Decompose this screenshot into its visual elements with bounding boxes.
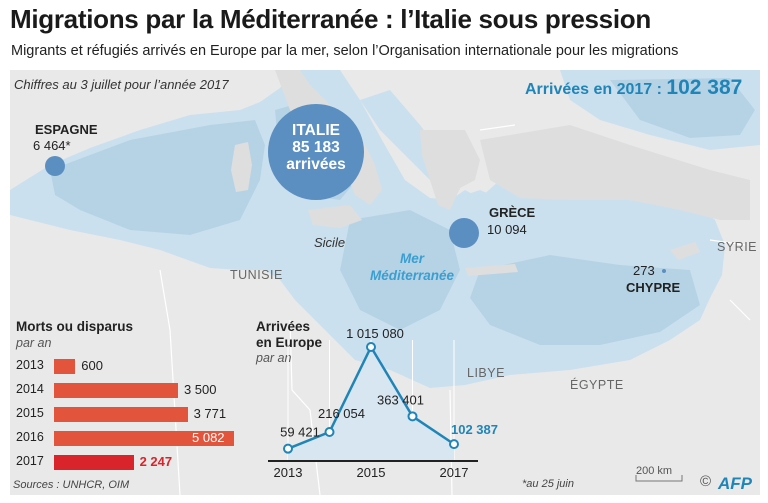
tunisia-label: TUNISIE [230,268,283,282]
cyprus-value: 273 [633,263,655,278]
arrivals-area [288,347,454,461]
italy-bubble [268,104,364,200]
arrivals-value-label: 102 387 [451,422,498,437]
date-note: Chiffres au 3 juillet pour l’année 2017 [14,77,229,92]
sea-label: Mer Méditerranée [369,251,455,283]
arrivals-point [449,439,459,450]
deaths-chart-subtitle: par an [16,336,52,350]
arrivals-point [407,411,418,422]
greece-land [420,130,480,210]
sources: Sources : UNHCR, OIM [13,479,130,491]
cyprus-land [670,242,700,260]
deaths-value-label: 3 771 [193,406,227,421]
greece-value: 10 094 [487,222,527,237]
deaths-value-label: 5 082 [192,430,225,445]
page-title: Migrations par la Méditerranée : l’Itali… [10,4,651,34]
deep-basin-levantine [470,255,700,345]
sicily-label: Sicile [314,235,346,250]
libya-label: LIBYE [467,366,505,380]
turkey-land [480,125,750,220]
arrivals-value-label: 216 054 [318,406,365,421]
cyprus-name: CHYPRE [626,280,681,295]
scale-bar [635,475,683,482]
spain-value: 6 464* [33,138,71,153]
italy-unit: arrivées [286,156,346,173]
arrivals-chart-subtitle: par an [256,351,292,365]
deep-basin-west [50,120,265,235]
arrivals-value-label: 1 015 080 [346,326,404,341]
spain-name: ESPAGNE [35,122,98,137]
page-subtitle: Migrants et réfugiés arrivés en Europe p… [11,43,679,59]
arrivals-point [283,443,293,454]
arrivals-value-label: 363 401 [377,392,424,407]
copyright-symbol: © [700,473,712,490]
deaths-bar [54,455,134,470]
deaths-bar [54,359,76,374]
deaths-bar [54,431,234,446]
sicily-land [308,205,362,228]
sardinia [231,142,252,192]
egypt-label: ÉGYPTE [570,378,624,392]
spain-bubble [45,156,65,176]
greece-name: GRÈCE [489,205,536,220]
arrivals-tick-label: 2013 [274,465,303,480]
arrivals-line-chart: 59 421 216 054 1 015 080 363 401 102 387 2013… [268,326,498,480]
italy-name: ITALIE [292,122,340,139]
deaths-chart-title: Morts ou disparus [16,319,134,334]
arrivals-point [366,342,376,352]
mediterranean-map [10,70,760,495]
deaths-value-label: 3 500 [183,382,217,397]
italy-value: 85 183 [292,139,340,156]
afp-logo: AFP [718,474,752,493]
scale-label: 200 km [636,465,673,477]
arrivals-point [324,427,335,438]
arrivals-tick-label: 2015 [357,465,386,480]
deaths-year-label: 2016 [16,430,44,444]
arrivals-value-label: 59 421 [280,425,320,440]
deaths-bar [54,407,188,422]
deaths-value-label: 600 [81,358,103,373]
arrivals-chart-title: Arrivées en Europe [256,319,323,350]
syria-label: SYRIE [717,240,758,254]
deep-basin-ionian [340,210,460,330]
deaths-year-label: 2015 [16,406,44,420]
cyprus-bubble [662,269,666,273]
deaths-year-label: 2014 [16,382,44,396]
arrivals-total-label: Arrivées en 2017 : [525,81,667,98]
arrivals-total: Arrivées en 2017 : 102 387 [525,76,742,100]
arrivals-tick-label: 2017 [440,465,469,480]
arrivals-total-value: 102 387 [666,76,743,99]
asterisk-note: *au 25 juin [522,478,574,490]
crete [465,264,518,276]
deaths-year-label: 2013 [16,358,44,372]
deaths-year-label: 2017 [16,454,44,468]
deaths-value-label: 2 247 [139,454,173,469]
italy-label: ITALIE 85 183 arrivées [268,122,364,173]
deaths-bar [54,383,178,398]
greece-bubble [449,218,479,248]
